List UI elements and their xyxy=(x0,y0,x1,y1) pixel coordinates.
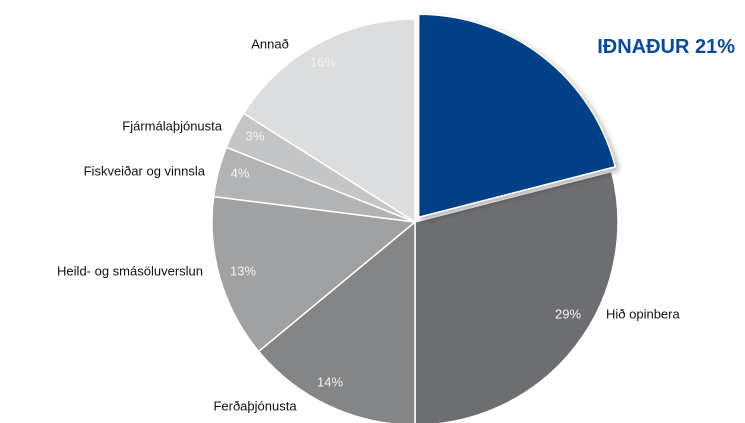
highlight-label: IÐNAÐUR 21% xyxy=(597,36,735,58)
category-label: IÐNAÐUR xyxy=(597,36,690,58)
pie-slice xyxy=(211,195,417,353)
value-label: 13% xyxy=(230,263,256,278)
pie-slice xyxy=(242,18,416,224)
value-label: 16% xyxy=(310,54,336,69)
value-label: 14% xyxy=(317,374,343,389)
category-label: Fjármálaþjónusta xyxy=(122,118,222,133)
value-label: 4% xyxy=(231,165,250,180)
value-label: 21% xyxy=(695,36,735,58)
category-label: Fiskveiðar og vinnsla xyxy=(84,163,206,178)
category-label: Hið opinbera xyxy=(606,306,680,321)
category-label: Heild- og smásöluverslun xyxy=(57,263,203,278)
category-label: Annað xyxy=(251,36,289,51)
pie-slice xyxy=(414,170,619,423)
category-label: Ferðaþjónusta xyxy=(213,398,297,413)
value-label: 29% xyxy=(555,306,581,321)
pie-slice xyxy=(257,220,416,423)
value-label: 3% xyxy=(246,128,265,143)
pie-slice xyxy=(417,13,617,219)
